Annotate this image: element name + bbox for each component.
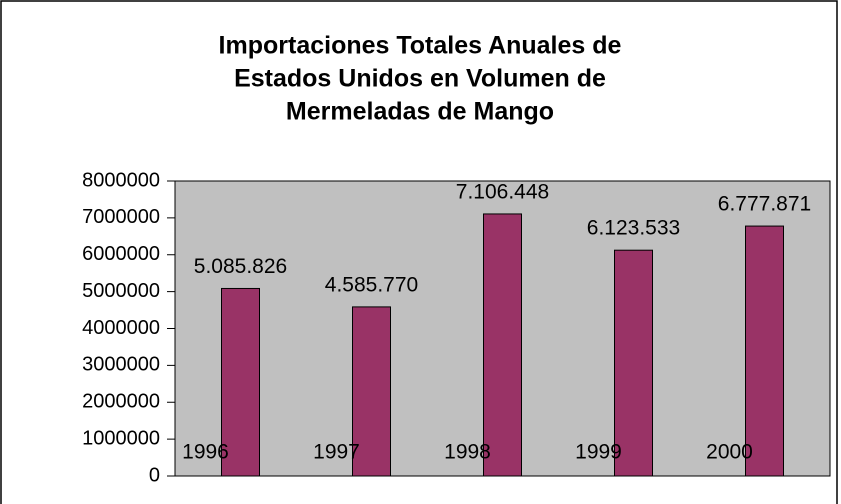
x-tick-label: 2000 (706, 441, 753, 464)
x-tick-label: 1998 (444, 441, 491, 464)
y-tick-label: 1000000 (82, 427, 160, 449)
y-tick-label: 2000000 (82, 391, 160, 413)
data-label: 5.085.826 (194, 255, 287, 278)
bar (352, 306, 391, 477)
data-label: 6.777.871 (718, 193, 811, 216)
chart-title: Importaciones Totales Anuales de (219, 32, 622, 60)
data-label: 7.106.448 (456, 180, 549, 203)
bar (614, 249, 653, 477)
y-tick-label: 7000000 (82, 206, 160, 228)
chart-title: Mermeladas de Mango (286, 98, 554, 126)
data-label: 6.123.533 (587, 217, 680, 240)
y-tick-label: 8000000 (82, 169, 160, 191)
bar (221, 287, 260, 477)
y-tick-label: 3000000 (82, 354, 160, 376)
x-tick-label: 1999 (575, 441, 622, 464)
y-tick-label: 0 (149, 464, 160, 486)
y-tick-label: 6000000 (82, 243, 160, 265)
y-tick-label: 4000000 (82, 317, 160, 339)
x-tick-label: 1997 (313, 441, 360, 464)
bar (745, 225, 784, 477)
data-label: 4.585.770 (325, 273, 418, 296)
chart-title: Estados Unidos en Volumen de (234, 65, 606, 93)
y-tick-label: 5000000 (82, 280, 160, 302)
bar (483, 213, 522, 477)
x-tick-label: 1996 (182, 441, 229, 464)
